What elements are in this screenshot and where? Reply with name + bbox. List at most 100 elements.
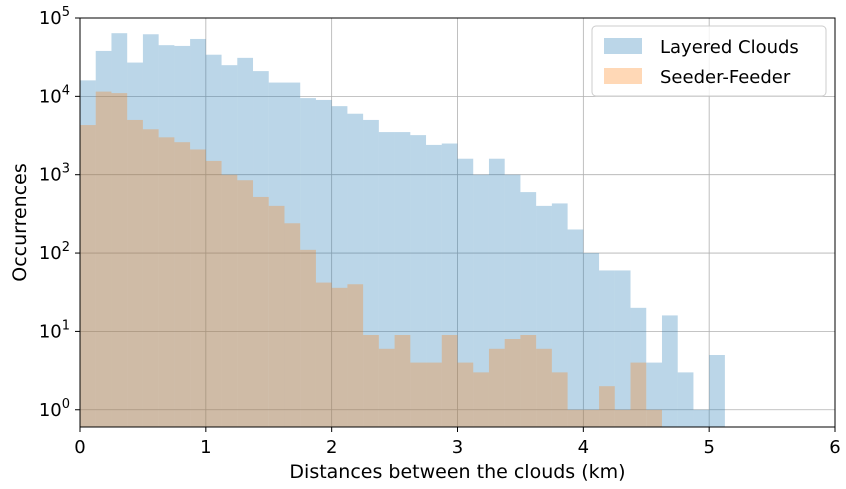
x-tick-label: 3: [452, 437, 463, 458]
bar: [441, 143, 458, 427]
bar: [205, 160, 222, 428]
bar: [347, 113, 364, 427]
x-tick-label: 2: [326, 437, 337, 458]
bar: [331, 287, 348, 427]
x-axis-label: Distances between the clouds (km): [289, 461, 625, 483]
bar: [520, 334, 537, 427]
bar: [614, 270, 631, 427]
bar: [142, 34, 159, 427]
legend: Layered Clouds Seeder-Feeder: [591, 25, 827, 97]
bar: [504, 339, 521, 427]
bar: [127, 119, 143, 428]
bar: [410, 135, 427, 427]
bar: [599, 386, 615, 427]
y-tick-label: 102: [39, 240, 70, 264]
bar: [646, 409, 662, 427]
bar: [504, 174, 521, 427]
bar: [268, 205, 285, 427]
bar: [378, 348, 395, 427]
bar: [347, 284, 364, 427]
bar: [331, 106, 348, 427]
x-tick-label: 4: [578, 437, 589, 458]
bar: [536, 348, 552, 427]
y-tick-label: 101: [39, 318, 70, 342]
bar: [630, 307, 647, 427]
legend-swatch-layered-clouds: [604, 38, 642, 54]
bar: [284, 82, 301, 428]
y-axis-ticks: 100 101 102 103 104 105: [39, 5, 80, 421]
bar: [315, 282, 332, 427]
bar: [394, 334, 411, 427]
legend-label-seeder-feeder: Seeder-Feeder: [660, 67, 791, 88]
bar: [457, 158, 474, 427]
bar: [630, 362, 647, 427]
bar: [300, 98, 316, 427]
y-tick-label: 100: [39, 397, 70, 421]
x-tick-label: 5: [703, 437, 714, 458]
y-axis-label: Occurrences: [9, 163, 31, 282]
bar: [253, 196, 269, 427]
bar: [394, 132, 411, 427]
y-tick-label: 105: [39, 5, 70, 29]
bar: [221, 65, 238, 427]
x-tick-label: 6: [829, 437, 840, 458]
x-tick-label: 1: [200, 437, 211, 458]
bar: [80, 80, 96, 427]
bar: [190, 149, 206, 427]
legend-label-layered-clouds: Layered Clouds: [660, 37, 799, 58]
bar: [205, 54, 222, 428]
bar: [599, 270, 615, 427]
bar: [315, 99, 332, 427]
bar: [677, 372, 694, 427]
bar: [174, 142, 191, 427]
bar: [95, 50, 112, 428]
legend-box: [591, 25, 827, 97]
legend-swatch-seeder-feeder: [604, 68, 642, 84]
bar: [488, 348, 505, 427]
bar: [441, 334, 458, 427]
bar: [614, 409, 631, 427]
bar: [268, 82, 285, 428]
bar: [410, 362, 427, 427]
bar: [709, 354, 725, 427]
bar: [551, 372, 568, 427]
bar: [473, 372, 489, 427]
bar: [158, 45, 175, 427]
y-tick-label: 104: [39, 83, 70, 107]
bar: [520, 192, 537, 427]
bar: [237, 57, 254, 427]
bar: [646, 362, 662, 427]
bar: [583, 253, 600, 427]
seeder-feeder-bars: [80, 91, 662, 428]
bar: [567, 409, 584, 427]
bar: [488, 158, 505, 427]
bar: [174, 45, 191, 427]
bar: [111, 93, 128, 428]
bar: [473, 174, 489, 427]
bar: [378, 132, 395, 427]
bar: [111, 33, 128, 428]
bar: [284, 223, 301, 427]
bar: [426, 362, 442, 427]
bar: [457, 362, 474, 427]
layered-clouds-bars: [80, 33, 725, 428]
bar: [567, 229, 584, 427]
bar: [80, 125, 96, 427]
bar: [300, 249, 316, 427]
bar: [363, 119, 379, 428]
x-axis-ticks: 0 1 2 3 4 5 6: [74, 427, 841, 458]
bar: [127, 62, 143, 427]
bar: [221, 174, 238, 427]
bar: [142, 129, 159, 427]
bar: [426, 144, 442, 427]
bar: [661, 315, 678, 427]
bar: [237, 180, 254, 427]
bar: [158, 137, 175, 427]
bar: [551, 203, 568, 427]
bar: [363, 334, 379, 427]
bar: [253, 71, 269, 427]
x-tick-label: 0: [74, 437, 85, 458]
bar: [95, 91, 112, 427]
bar: [583, 409, 600, 427]
